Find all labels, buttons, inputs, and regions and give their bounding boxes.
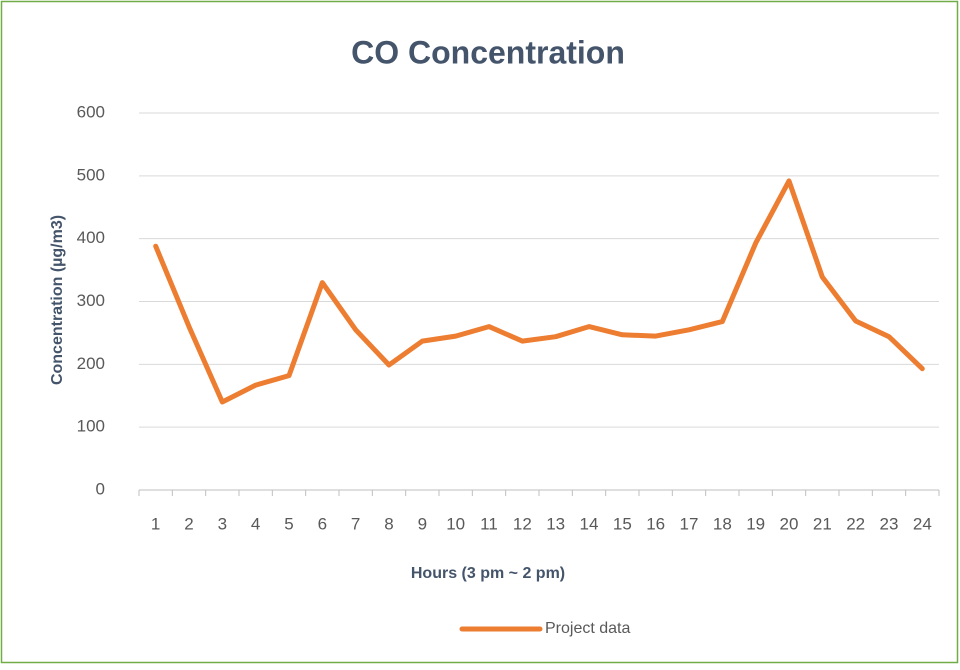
x-axis-title: Hours (3 pm ~ 2 pm) xyxy=(411,565,565,582)
y-tick-label: 100 xyxy=(77,417,105,436)
x-tick-label: 24 xyxy=(913,514,932,533)
y-tick-label: 200 xyxy=(77,354,105,373)
x-tick-label: 6 xyxy=(318,514,327,533)
legend-label: Project data xyxy=(545,620,630,637)
x-tick-label: 12 xyxy=(513,514,532,533)
x-tick-label: 23 xyxy=(880,514,899,533)
x-tick-label: 3 xyxy=(218,514,227,533)
x-tick-label: 4 xyxy=(251,514,260,533)
x-tick-label: 10 xyxy=(446,514,465,533)
x-tick-label: 1 xyxy=(151,514,160,533)
x-tick-label: 21 xyxy=(813,514,832,533)
y-tick-label: 300 xyxy=(77,291,105,310)
chart-title: CO Concentration xyxy=(351,34,625,70)
x-tick-label: 18 xyxy=(713,514,732,533)
x-tick-label: 9 xyxy=(418,514,427,533)
x-tick-label: 14 xyxy=(580,514,599,533)
x-tick-label: 16 xyxy=(646,514,665,533)
y-axis-title: Concentration (µg/m3) xyxy=(49,215,66,385)
x-tick-label: 8 xyxy=(384,514,393,533)
x-tick-label: 20 xyxy=(780,514,799,533)
series-line xyxy=(153,178,925,405)
y-tick-label: 0 xyxy=(96,479,105,498)
x-tick-label: 15 xyxy=(613,514,632,533)
x-tick-label: 11 xyxy=(480,514,498,533)
x-tick-label: 22 xyxy=(846,514,865,533)
x-tick-label: 13 xyxy=(546,514,565,533)
x-tick-label: 2 xyxy=(184,514,193,533)
y-tick-label: 500 xyxy=(77,165,105,184)
x-tick-label: 7 xyxy=(351,514,360,533)
y-tick-label: 400 xyxy=(77,228,105,247)
x-tick-label: 19 xyxy=(746,514,765,533)
x-tick-label: 5 xyxy=(284,514,293,533)
x-tick-label: 17 xyxy=(680,514,699,533)
y-tick-label: 600 xyxy=(77,102,105,121)
